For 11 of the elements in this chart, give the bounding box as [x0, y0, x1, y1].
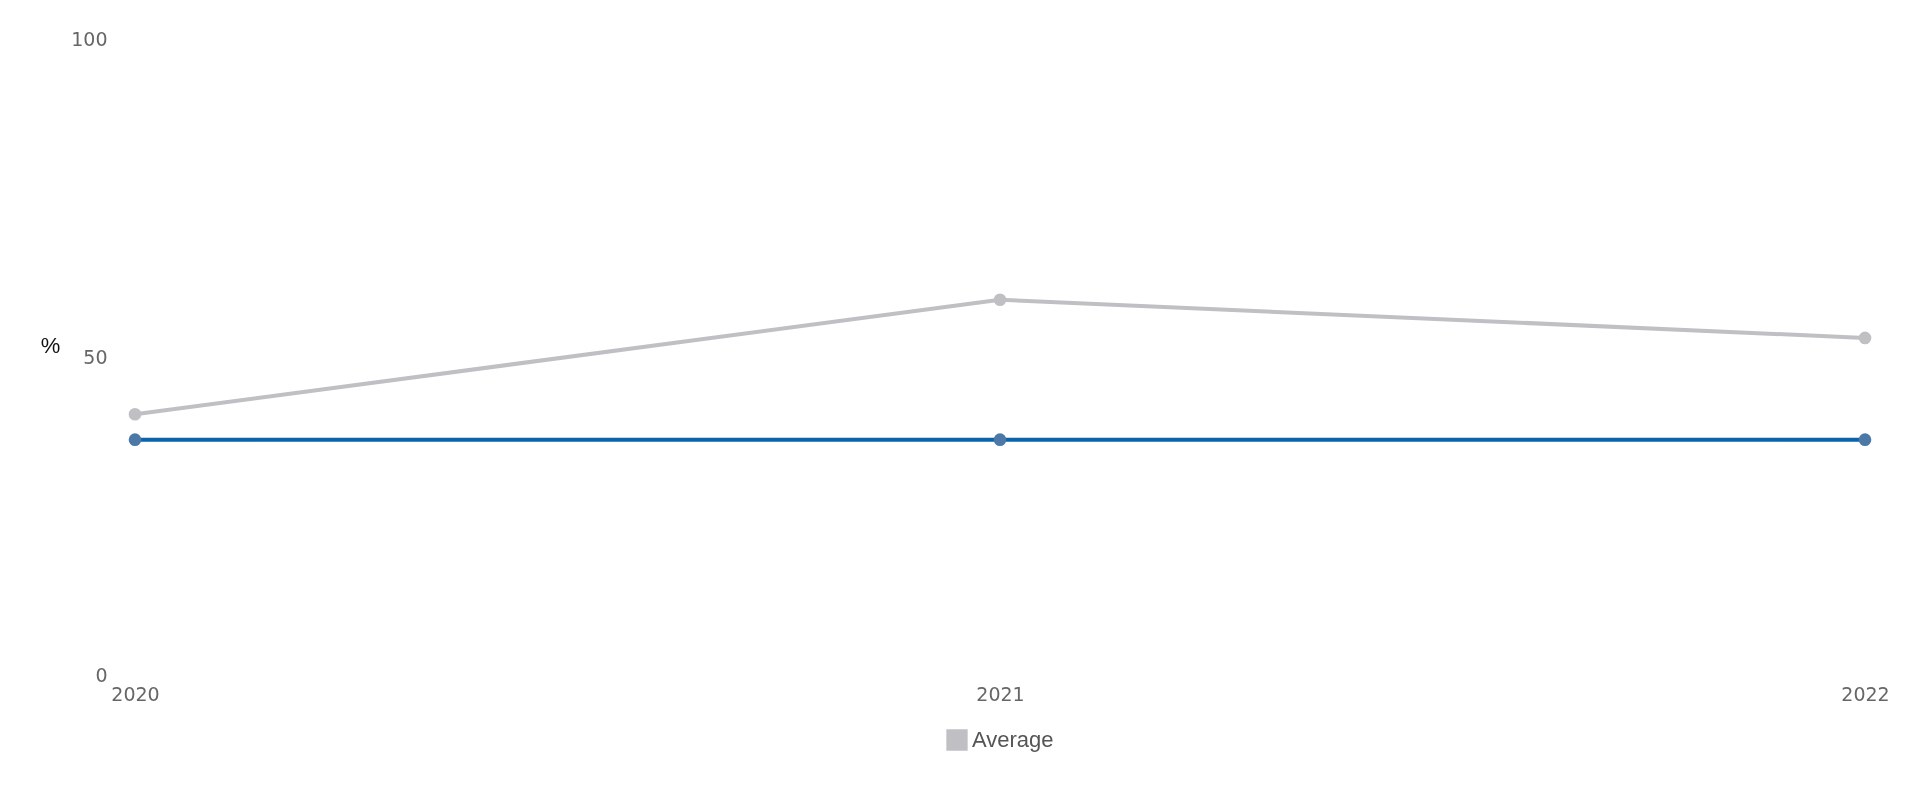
point — [1858, 331, 1872, 345]
y-axis-title: % — [40, 332, 61, 358]
y-tick-label: 100 — [71, 27, 108, 50]
x-tick-label: 2020 — [111, 682, 160, 705]
point — [993, 293, 1007, 307]
x-tick-label: 2022 — [1841, 682, 1890, 705]
point — [128, 407, 142, 421]
y-tick-label: 50 — [83, 345, 108, 368]
legend-label: Average — [972, 727, 1054, 752]
y-tick-label: 0 — [95, 663, 108, 686]
x-tick-label: 2021 — [976, 682, 1025, 705]
